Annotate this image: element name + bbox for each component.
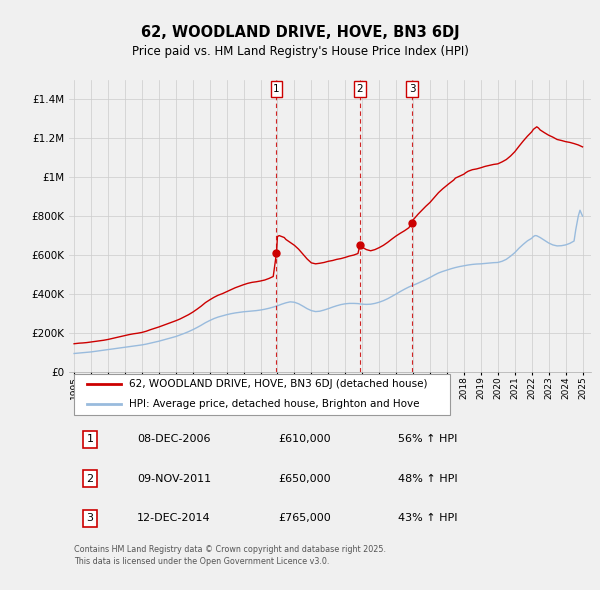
Text: 2: 2: [356, 84, 363, 94]
Text: £650,000: £650,000: [278, 474, 331, 484]
Text: 62, WOODLAND DRIVE, HOVE, BN3 6DJ: 62, WOODLAND DRIVE, HOVE, BN3 6DJ: [140, 25, 460, 40]
FancyBboxPatch shape: [74, 374, 450, 415]
Text: 1: 1: [86, 434, 94, 444]
Text: £765,000: £765,000: [278, 513, 331, 523]
Text: 3: 3: [409, 84, 415, 94]
Text: 3: 3: [86, 513, 94, 523]
Text: 12-DEC-2014: 12-DEC-2014: [137, 513, 211, 523]
Text: £610,000: £610,000: [278, 434, 331, 444]
Text: 2: 2: [86, 474, 94, 484]
Text: 08-DEC-2006: 08-DEC-2006: [137, 434, 211, 444]
Text: 1: 1: [273, 84, 280, 94]
Text: 48% ↑ HPI: 48% ↑ HPI: [398, 474, 457, 484]
Text: Price paid vs. HM Land Registry's House Price Index (HPI): Price paid vs. HM Land Registry's House …: [131, 45, 469, 58]
Text: 56% ↑ HPI: 56% ↑ HPI: [398, 434, 457, 444]
Text: HPI: Average price, detached house, Brighton and Hove: HPI: Average price, detached house, Brig…: [129, 399, 419, 409]
Text: 62, WOODLAND DRIVE, HOVE, BN3 6DJ (detached house): 62, WOODLAND DRIVE, HOVE, BN3 6DJ (detac…: [129, 379, 428, 389]
Text: 09-NOV-2011: 09-NOV-2011: [137, 474, 211, 484]
Text: Contains HM Land Registry data © Crown copyright and database right 2025.
This d: Contains HM Land Registry data © Crown c…: [74, 545, 386, 566]
Text: 43% ↑ HPI: 43% ↑ HPI: [398, 513, 457, 523]
